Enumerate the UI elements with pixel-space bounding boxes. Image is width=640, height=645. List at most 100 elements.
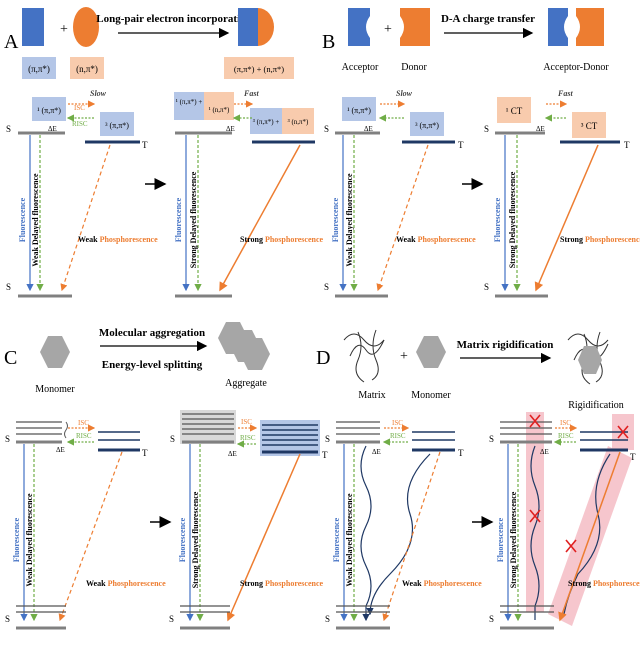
n-label: (n,π*)	[76, 64, 98, 74]
plus-sign: +	[60, 22, 68, 37]
s1-state-label: ¹ (π,π*)	[37, 106, 61, 115]
fast-label: Fast	[243, 89, 259, 98]
t1-state-label: ³ (π,π*)	[105, 121, 129, 130]
panel-d: D Matrix + Monomer Matrix rigidification…	[316, 329, 640, 630]
strong-phos-label: Strong Phosphorescence	[240, 235, 323, 244]
svg-text:ΔE: ΔE	[536, 125, 545, 133]
svg-text:S: S	[5, 434, 10, 444]
svg-text:S: S	[325, 614, 330, 624]
svg-text:¹ CT: ¹ CT	[506, 106, 523, 116]
svg-text:RISC: RISC	[558, 432, 574, 440]
fluorescence-label: Fluorescence	[18, 197, 27, 242]
jablonski-c-right: ISC RISC ΔE S T Fluorescence Strong Dela…	[169, 410, 328, 630]
monomer-hexagon	[40, 336, 70, 368]
svg-text:Fluorescence: Fluorescence	[493, 197, 502, 242]
svg-text:ISC: ISC	[392, 419, 403, 427]
svg-text:Weak Delayed fluorescence: Weak Delayed fluorescence	[25, 493, 34, 587]
svg-text:+: +	[400, 349, 408, 364]
svg-text:S: S	[484, 282, 489, 292]
svg-text:Weak Phosphorescence: Weak Phosphorescence	[396, 235, 476, 244]
svg-text:S: S	[325, 434, 330, 444]
process-label-c-2: Energy-level splitting	[102, 359, 203, 371]
svg-text:³ (π,π*): ³ (π,π*)	[415, 121, 439, 130]
svg-text:T: T	[630, 452, 636, 462]
combined-shape-orange	[258, 8, 274, 46]
isc-label: ISC	[74, 104, 85, 112]
jablonski-b-right: ¹ CT ³ CT S T Fast ΔE Fluorescence Stron…	[484, 89, 640, 298]
risc-label: RISC	[72, 120, 88, 128]
svg-text:ΔE: ΔE	[56, 446, 65, 454]
nonradiative-decay-2	[366, 453, 431, 616]
svg-text:T: T	[624, 140, 630, 150]
svg-text:ΔE: ΔE	[372, 448, 381, 456]
s1-text: S	[6, 124, 11, 134]
matrix-label: Matrix	[358, 390, 385, 401]
svg-text:Weak Phosphorescence: Weak Phosphorescence	[402, 579, 482, 588]
svg-text:S: S	[484, 124, 489, 134]
mix-label: (π,π*) + (n,π*)	[234, 64, 284, 74]
svg-text:Fast: Fast	[557, 89, 573, 98]
panel-c: C Monomer Molecular aggregation Energy-l…	[4, 322, 328, 630]
s1-right-label-2: ¹ (n,π*)	[209, 106, 230, 114]
svg-text:S: S	[324, 282, 329, 292]
t1-text: T	[142, 140, 148, 150]
t1-state-box	[100, 112, 134, 136]
svg-text:T: T	[458, 140, 464, 150]
svg-text:Strong Delayed fluorescence: Strong Delayed fluorescence	[191, 491, 200, 588]
donor-label: Donor	[401, 62, 427, 73]
svg-text:Weak Delayed fluorescence: Weak Delayed fluorescence	[345, 493, 354, 587]
svg-text:ΔE: ΔE	[540, 448, 549, 456]
svg-text:Strong Delayed fluorescence: Strong Delayed fluorescence	[508, 171, 517, 268]
pi-orbital-shape	[22, 8, 44, 46]
s0-text: S	[6, 282, 11, 292]
acceptor-shape	[348, 8, 370, 46]
svg-text:S: S	[169, 614, 174, 624]
svg-text:Fluorescence: Fluorescence	[331, 197, 340, 242]
svg-text:Strong Phosphorescence: Strong Phosphorescence	[568, 579, 640, 588]
panel-letter-a: A	[4, 31, 19, 53]
blocked-cross-marks	[529, 414, 629, 553]
svg-text:S: S	[170, 434, 175, 444]
monomer-label-d: Monomer	[411, 390, 451, 401]
svg-text:RISC: RISC	[390, 432, 406, 440]
combined-shape-blue	[238, 8, 258, 46]
svg-text:S: S	[489, 434, 494, 444]
slow-label: Slow	[90, 89, 107, 98]
jablonski-a-left: ¹ (π,π*) ³ (π,π*) S T Slow ISC RISC ΔE F…	[6, 89, 158, 298]
panel-letter-c: C	[4, 347, 17, 369]
delta-e-label: ΔE	[48, 125, 57, 133]
svg-text:T: T	[322, 450, 328, 460]
svg-text:ISC: ISC	[560, 419, 571, 427]
panel-a: A + (π,π*) (n,π*) Long-pair electron inc…	[4, 7, 323, 298]
aggregate-label: Aggregate	[225, 378, 267, 389]
svg-text:ISC: ISC	[241, 418, 252, 426]
svg-text:RISC: RISC	[240, 434, 256, 442]
svg-text:T: T	[142, 448, 148, 458]
svg-text:ΔE: ΔE	[364, 125, 373, 133]
svg-text:³ CT: ³ CT	[581, 121, 598, 131]
svg-text:Fluorescence: Fluorescence	[174, 197, 183, 242]
t1-right-label-1: ³ (π,π*) +	[253, 118, 280, 126]
strong-delayed-label: Strong Delayed fluorescence	[189, 171, 198, 268]
matrix-chains-icon	[343, 329, 385, 383]
svg-text:Weak Delayed fluorescence: Weak Delayed fluorescence	[345, 173, 354, 267]
donor-shape	[400, 8, 430, 46]
jablonski-d-right: ISC RISC ΔE S T Fluorescence Strong Dela…	[489, 412, 640, 630]
jablonski-d-left: ISC RISC ΔE S T Fluorescence Weak Delaye…	[325, 419, 482, 630]
t1-right-label-2: ³ (n,π*)	[288, 118, 309, 126]
svg-text:Strong Delayed fluorescence: Strong Delayed fluorescence	[509, 491, 518, 588]
svg-text:S: S	[5, 614, 10, 624]
pi-label-box	[22, 57, 56, 79]
pi-label: (π,π*)	[28, 64, 50, 74]
n-label-box	[70, 57, 104, 79]
svg-text:Strong Phosphorescence: Strong Phosphorescence	[560, 235, 640, 244]
s1-state-box	[32, 97, 66, 121]
svg-text:+: +	[384, 22, 392, 37]
jablonski-a-right: ¹ (π,π*) + ¹ (n,π*) ³ (π,π*) + ³ (n,π*) …	[174, 89, 323, 298]
process-label-d: Matrix rigidification	[457, 339, 554, 351]
svg-text:Slow: Slow	[396, 89, 413, 98]
suppressed-pathway-1	[526, 412, 544, 612]
process-label-b: D-A charge transfer	[441, 13, 535, 25]
process-label-a: Long-pair electron incorporation	[96, 13, 251, 25]
process-label-c-1: Molecular aggregation	[99, 327, 205, 339]
